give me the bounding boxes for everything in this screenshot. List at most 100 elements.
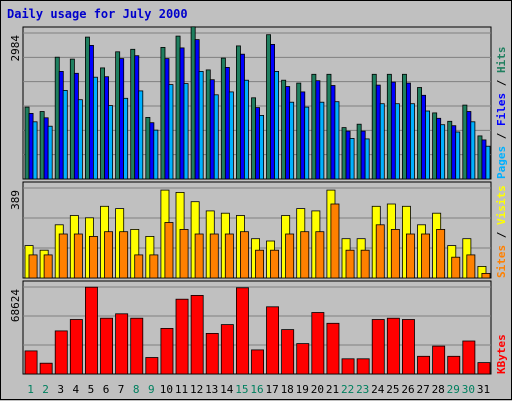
side-legend: KBytes [495,334,508,374]
bar-pages-day-15 [243,79,249,180]
bar-pages-day-25 [394,103,400,180]
bar-sites-day-14 [224,233,234,279]
bar-sites-day-26 [405,233,415,279]
chart-title: Daily usage for July 2000 [7,7,188,21]
bar-sites-day-11 [179,228,189,279]
bar-sites-day-21 [330,203,340,279]
day-label-21: 21 [326,383,339,396]
bar-hits-day-6 [100,67,105,180]
bar-pages-day-28 [440,124,446,180]
day-label-4: 4 [72,383,79,396]
bar-files-day-30 [466,111,472,180]
bar-pages-day-7 [123,97,129,180]
bar-kbytes-day-30 [462,340,476,375]
bar-hits-day-19 [296,82,302,180]
day-label-11: 11 [175,383,188,396]
bar-files-day-29 [451,125,457,180]
legend-separator: / [495,73,508,93]
bar-hits-day-28 [432,112,438,180]
bar-hits-day-9 [145,117,151,180]
day-label-6: 6 [103,383,110,396]
bar-kbytes-day-12 [190,294,204,375]
bar-sites-day-9 [149,254,159,279]
bar-files-day-1 [28,113,34,180]
bar-hits-day-7 [115,51,121,180]
bar-hits-day-25 [386,73,392,180]
legend-pages: Pages [495,146,508,179]
bar-kbytes-day-25 [386,317,400,375]
bar-files-day-9 [149,122,155,180]
side-legend: Sites / Visits [495,185,508,278]
bar-sites-day-31 [481,272,491,279]
day-label-13: 13 [205,383,218,396]
bar-sites-day-17 [270,249,280,279]
day-label-26: 26 [401,383,414,396]
bar-pages-day-19 [304,106,310,180]
bar-hits-day-26 [401,73,407,180]
y-max-label: 68624 [9,289,22,322]
day-label-8: 8 [133,383,140,396]
bar-hits-day-27 [417,87,422,180]
bar-pages-day-20 [319,101,325,180]
bar-sites-day-30 [466,254,476,279]
bar-sites-day-23 [360,249,370,279]
bar-files-day-16 [255,107,260,180]
day-label-22: 22 [341,383,354,396]
bar-files-day-27 [421,94,426,180]
legend-separator: / [495,225,508,245]
day-label-16: 16 [250,383,263,396]
bar-sites-day-4 [73,233,83,279]
bar-sites-day-15 [239,231,249,279]
bar-sites-day-25 [390,228,400,279]
bar-kbytes-day-6 [100,317,114,375]
bar-sites-day-3 [58,233,68,279]
day-label-18: 18 [281,383,294,396]
day-label-27: 27 [416,383,429,396]
bar-kbytes-day-27 [417,355,431,375]
bar-hits-day-4 [69,58,75,180]
day-label-14: 14 [220,383,234,396]
bar-kbytes-day-7 [115,313,129,375]
bar-pages-day-2 [47,125,53,180]
bar-pages-day-9 [153,129,159,180]
bar-pages-day-13 [213,94,219,180]
bar-pages-day-31 [485,145,491,180]
bar-sites-day-22 [345,249,355,279]
bar-kbytes-day-4 [69,319,83,375]
bar-kbytes-day-5 [85,286,98,375]
bar-hits-day-23 [356,123,362,180]
legend-visits: Visits [495,185,508,225]
bar-files-day-18 [285,86,291,180]
bar-pages-day-1 [32,121,38,180]
day-label-24: 24 [371,383,385,396]
bar-files-day-8 [134,55,140,180]
bar-kbytes-day-16 [251,349,265,375]
bar-pages-day-16 [259,115,264,180]
legend-separator: / [495,126,508,146]
bar-sites-day-24 [375,224,385,279]
day-label-15: 15 [235,383,248,396]
bar-sites-day-27 [421,233,431,279]
bar-hits-day-20 [311,73,317,180]
bar-files-day-28 [436,117,442,180]
bar-pages-day-26 [409,103,415,180]
bar-hits-day-13 [205,69,211,180]
bar-hits-day-14 [220,57,226,180]
bar-kbytes-day-21 [326,322,340,375]
panel-visits-sites: 389 Sites / Visits [9,181,508,279]
bar-pages-day-5 [93,76,98,180]
bar-kbytes-day-9 [145,357,159,375]
bar-files-day-31 [481,139,487,180]
day-label-5: 5 [88,383,95,396]
bar-files-day-24 [375,84,381,180]
bar-files-day-19 [300,91,306,180]
day-label-17: 17 [265,383,278,396]
bar-files-day-22 [345,130,351,180]
bar-kbytes-day-19 [296,343,310,375]
bar-files-day-5 [89,45,94,180]
bar-hits-day-17 [266,34,271,180]
bar-hits-day-11 [175,35,181,180]
bar-files-day-10 [164,58,170,180]
bar-pages-day-18 [289,101,295,180]
bar-files-day-23 [360,130,366,180]
